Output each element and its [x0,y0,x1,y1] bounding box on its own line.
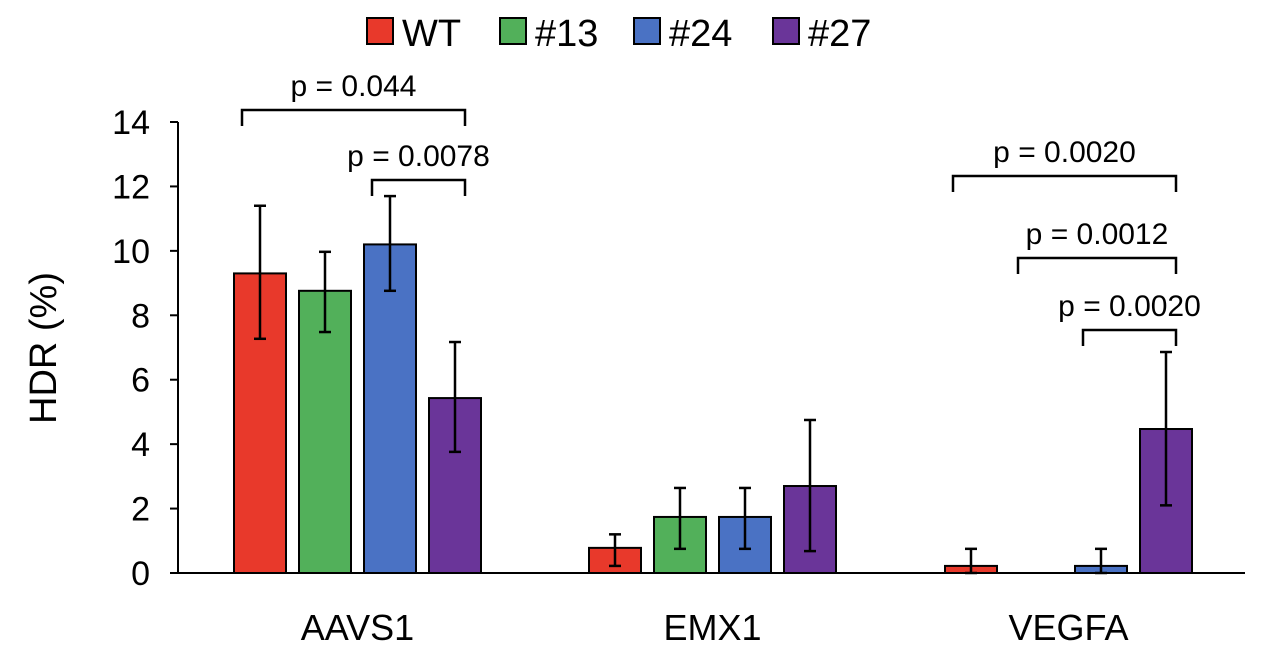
y-tick-label: 6 [131,362,150,400]
x-category-label: EMX1 [663,607,761,648]
significance-bracket [370,178,467,196]
y-tick-label: 2 [131,491,150,529]
x-category-label: VEGFA [1008,607,1128,648]
legend-swatch [633,17,661,45]
legend-label: WT [402,13,461,55]
p-value-label: p = 0.0020 [1058,290,1201,323]
legend-swatch [366,17,394,45]
significance-bracket [240,108,467,126]
legend-label: #24 [669,13,732,55]
y-tick-label: 12 [112,168,150,206]
y-tick-label: 14 [112,104,150,142]
y-tick-label: 10 [112,233,150,271]
legend-label: #27 [808,13,871,55]
y-axis-label: HDR (%) [23,272,65,424]
bar-aavs1-n24 [363,243,417,575]
y-tick-label: 8 [131,297,150,335]
y-tick-label: 0 [131,555,150,593]
p-value-label: p = 0.0012 [1026,218,1169,251]
p-value-label: p = 0.0020 [993,136,1136,169]
legend-swatch [772,17,800,45]
legend-swatch [499,17,527,45]
p-value-label: p = 0.0078 [347,140,490,173]
legend: WT #13 #24 #27 [366,13,871,55]
significance-bracket [1081,328,1178,346]
significance-bracket [951,174,1178,192]
legend-label: #13 [535,13,598,55]
x-category-label: AAVS1 [301,607,414,648]
p-value-label: p = 0.044 [291,70,417,103]
bar-aavs1-n13 [298,289,352,574]
y-tick-label: 4 [131,426,150,464]
significance-bracket [1016,256,1178,274]
